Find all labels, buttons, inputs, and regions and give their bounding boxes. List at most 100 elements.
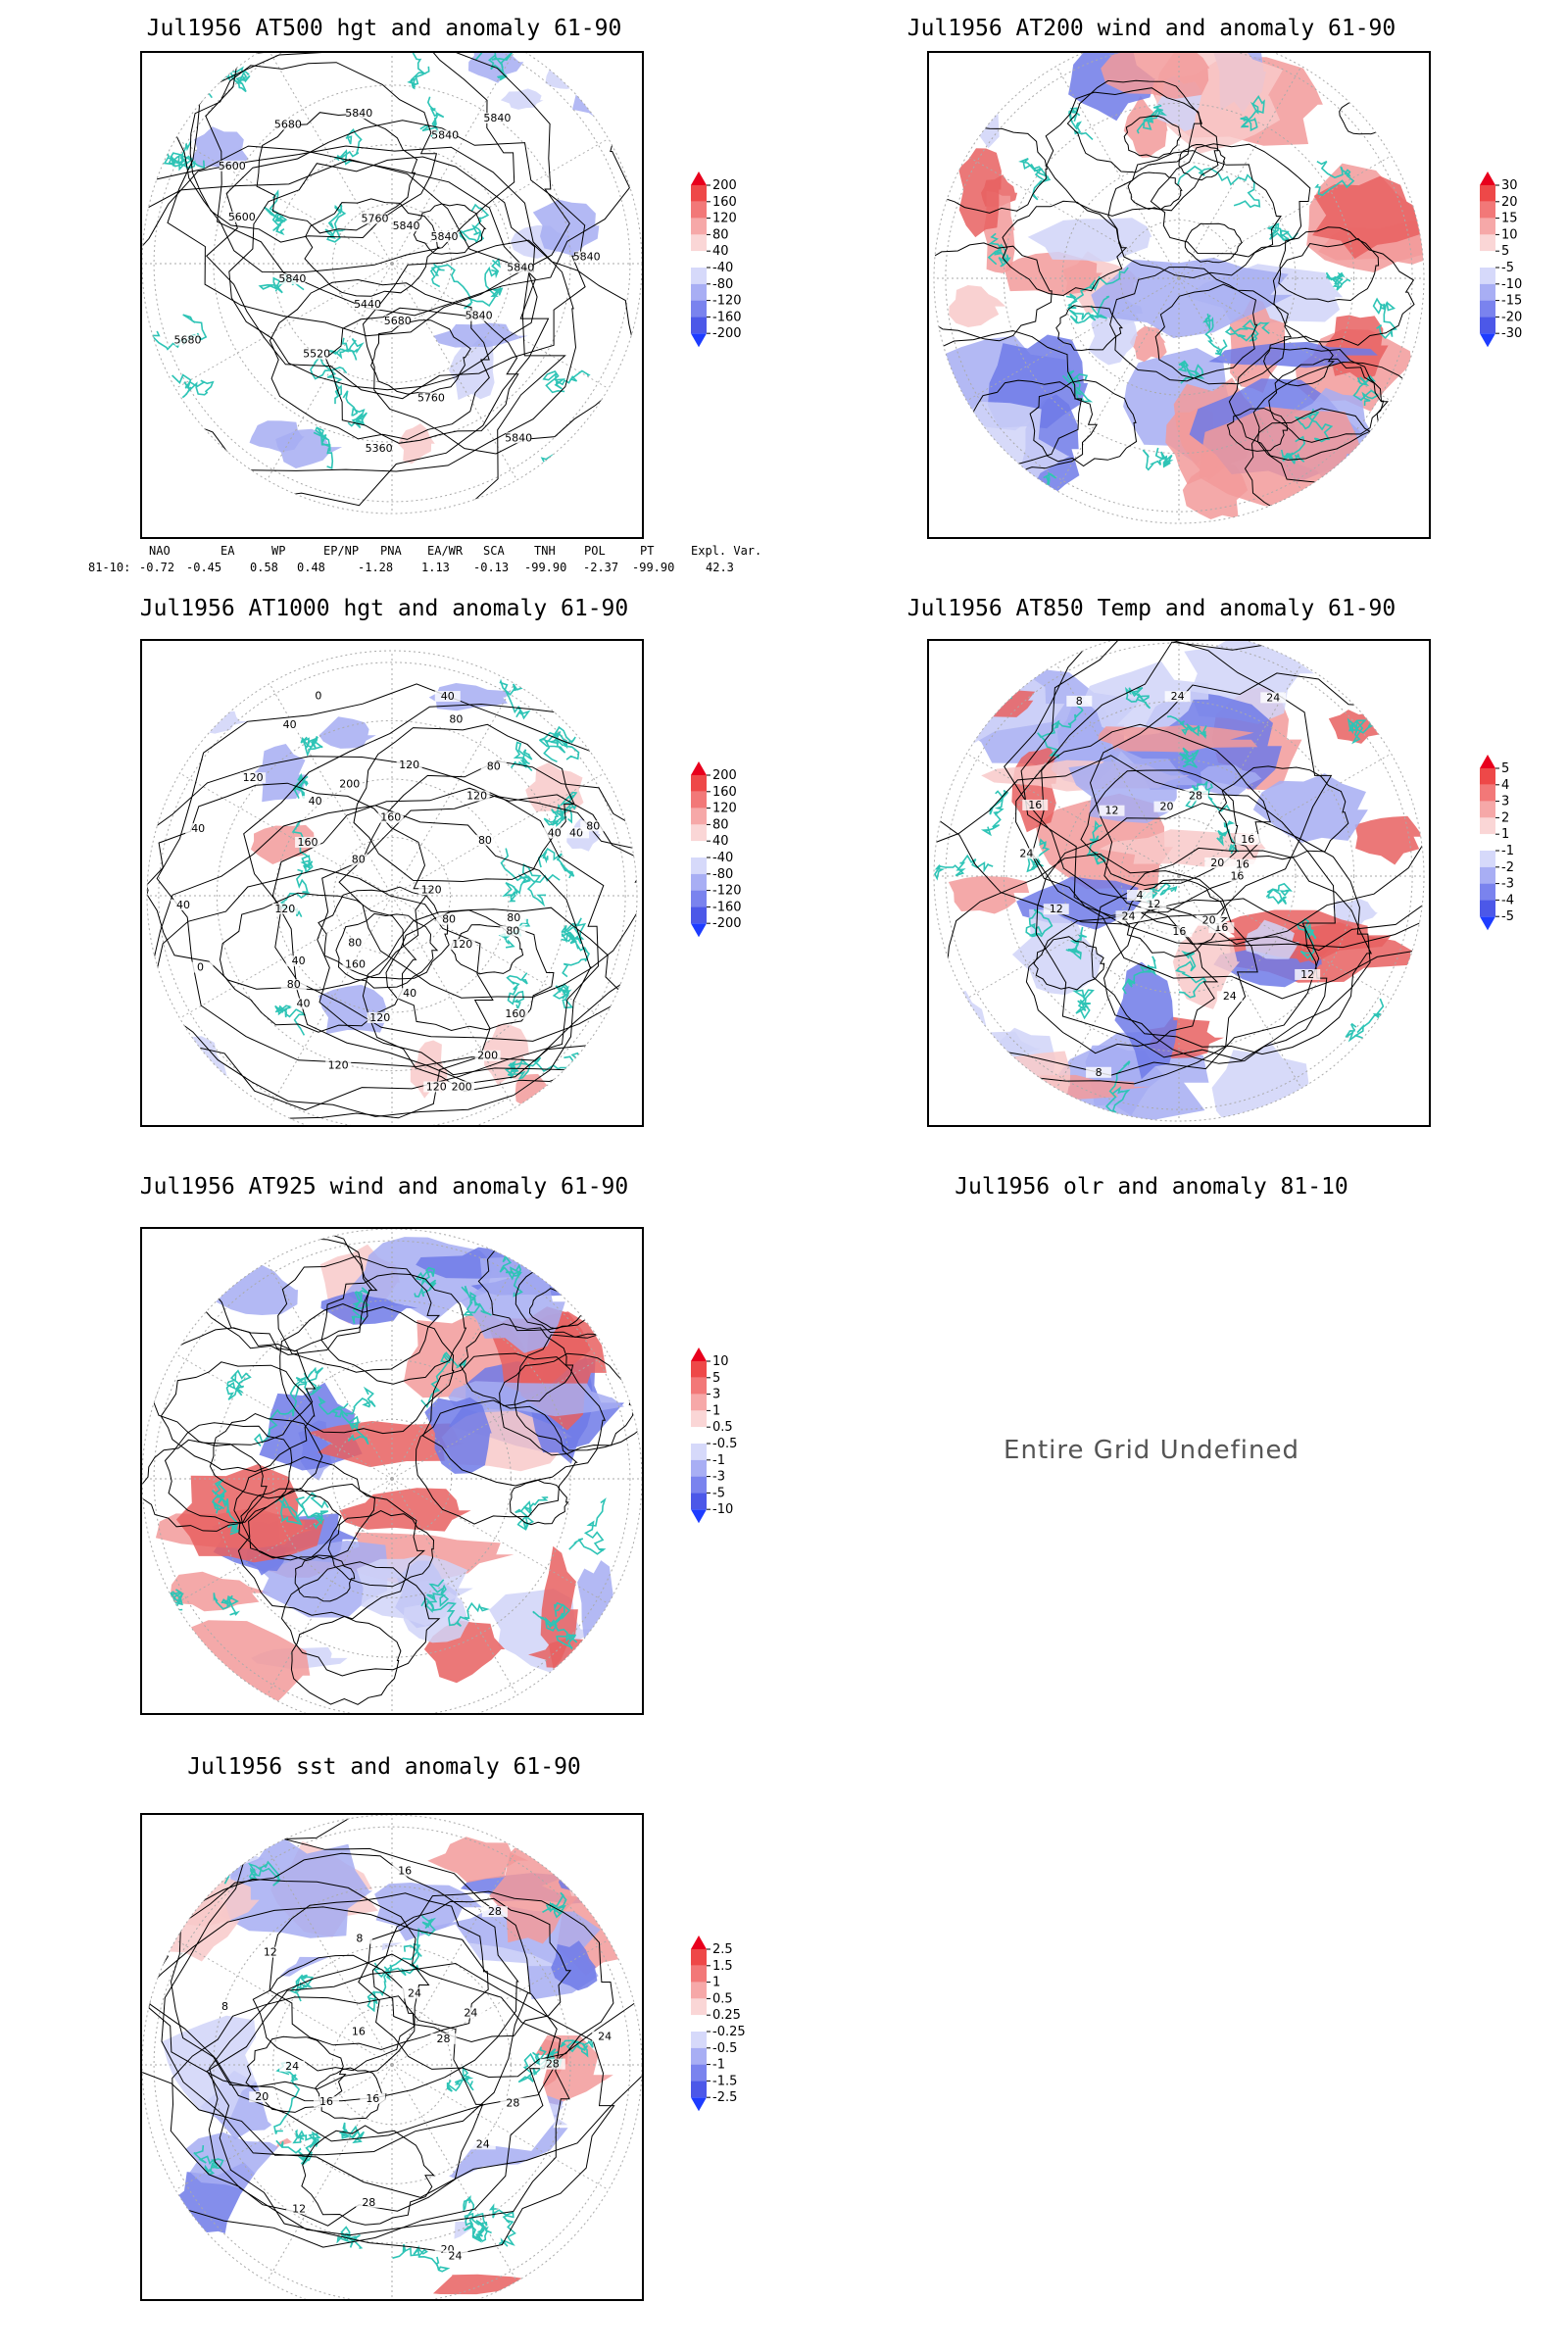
contour-label: 0 (197, 961, 204, 974)
coastline (1266, 222, 1298, 242)
colorbar-arrow-bottom (691, 923, 707, 938)
colorbar-segment (1480, 784, 1495, 802)
colorbar-segment (1480, 768, 1495, 785)
contour-label: 5360 (366, 442, 393, 455)
coastline (568, 1497, 607, 1555)
colorbar-segment (691, 1459, 707, 1477)
contour-label: 80 (478, 834, 492, 847)
colorbar-label: -20 (1501, 310, 1522, 324)
contour-label: 16 (1230, 869, 1244, 882)
index-value: -2.37 (583, 561, 619, 574)
contour-label: 16 (1236, 858, 1250, 871)
map-at850-temp: 16 12 16 20 24 16 8 12 24 4 12 24 16 12 8 20 24 28 24 16 20 1… (927, 639, 1431, 1127)
contour-label: 16 (319, 2095, 333, 2108)
coastline (310, 355, 348, 405)
colorbar-label: 40 (712, 244, 729, 259)
colorbar-label: 5 (1501, 244, 1509, 259)
negative-anomaly-area (433, 322, 528, 348)
coastline (328, 337, 365, 361)
index-value: -99.90 (632, 561, 675, 574)
colorbar-segment (1480, 866, 1495, 884)
contour-line (1102, 898, 1328, 1064)
contour-line (170, 53, 515, 273)
contour-label: 12 (1050, 903, 1063, 915)
coastline (1372, 297, 1397, 340)
contour-label: 80 (586, 819, 600, 832)
contour-label: 20 (1159, 801, 1173, 813)
coastline (461, 1285, 492, 1316)
colorbar-segment (691, 1998, 707, 2016)
coastline (537, 848, 575, 879)
index-header: EA (220, 544, 235, 558)
contour-line (1015, 723, 1271, 916)
coastline (1065, 267, 1129, 310)
coastline (1025, 908, 1054, 938)
streamline (233, 1456, 376, 1561)
coastline (564, 696, 605, 729)
contour-label: 80 (507, 911, 520, 924)
colorbar-label: -1 (712, 1453, 725, 1468)
positive-anomaly-area (934, 677, 1036, 718)
map-canvas (142, 1229, 642, 1713)
coastline (542, 369, 591, 394)
map-sst: 28 28 24 20 24 28 16 12 16 20 24 8 12 16 8 16 24 28 24 28 24 (140, 1813, 644, 2301)
coastline (336, 2226, 364, 2249)
colorbar-at500: 200 160 120 80 40 -40 -80 -120 -160 -200 (686, 172, 804, 386)
contour-label: 16 (398, 1865, 412, 1878)
streamline (1029, 379, 1138, 467)
streamline (237, 1483, 426, 1620)
contour-line (189, 62, 438, 243)
coastline (292, 2129, 321, 2149)
index-value: 0.48 (297, 561, 325, 574)
colorbar-label: 80 (712, 817, 729, 832)
contour-label: 5840 (393, 220, 420, 232)
colorbar-label: 1 (712, 1403, 720, 1418)
colorbar-at1000: 200 160 120 80 40 -40 -80 -120 -160 -200 (686, 761, 804, 976)
coastline (1061, 369, 1094, 403)
colorbar-label: -30 (1501, 326, 1522, 341)
contour-line (170, 1995, 484, 2227)
contour-label: 160 (380, 811, 401, 824)
index-header: TNH (534, 544, 556, 558)
contour-label: 5680 (384, 315, 412, 327)
colorbar-label: 0.25 (712, 2008, 741, 2023)
coastline (561, 931, 590, 978)
colorbar-label: -120 (712, 884, 742, 899)
contour-label: 160 (345, 958, 366, 971)
positive-anomaly-area (1098, 724, 1258, 753)
streamline (934, 329, 1083, 466)
colorbar-label: -160 (712, 900, 742, 914)
contour-line (335, 912, 439, 989)
colorbar-segment (691, 1476, 707, 1494)
index-header: SCA (483, 544, 505, 558)
coastline (552, 983, 574, 1009)
colorbar-label: 20 (1501, 195, 1518, 210)
map-at1000-hgt: 80 80 80 120 160 200 200 120 40 120 160 120 40 80 80 40… (140, 639, 644, 1127)
colorbar-label: -40 (712, 261, 733, 275)
coastline (556, 791, 578, 824)
coastline (559, 2039, 594, 2058)
contour-label: 120 (369, 1011, 390, 1024)
positive-anomaly-area (1004, 251, 1103, 296)
coastline (1065, 926, 1087, 960)
coastline (474, 53, 514, 81)
colorbar-segment (1480, 317, 1495, 334)
coastline (1104, 1059, 1131, 1113)
contour-line (338, 760, 637, 999)
panel-title-sst: Jul1956 sst and anomaly 61-90 (187, 1754, 581, 1780)
colorbar-label: -5 (1501, 261, 1514, 275)
coastline (1325, 271, 1351, 291)
olr-undefined-message: Entire Grid Undefined (1004, 1436, 1299, 1465)
colorbar-arrow-top (691, 1936, 707, 1949)
colorbar-segment (691, 218, 707, 235)
colorbar-arrow-top (1480, 172, 1495, 185)
contour-label: 5840 (466, 310, 493, 322)
colorbar-arrow-top (1480, 755, 1495, 768)
coastline (1314, 160, 1355, 197)
index-row-label: 81-10: (88, 561, 131, 574)
colorbar-label: -5 (712, 1486, 725, 1500)
contour-label: 24 (1019, 847, 1033, 859)
colorbar-label: 1 (712, 1976, 720, 1990)
index-header: EP/NP (323, 544, 360, 558)
contour-label: 120 (274, 903, 295, 915)
